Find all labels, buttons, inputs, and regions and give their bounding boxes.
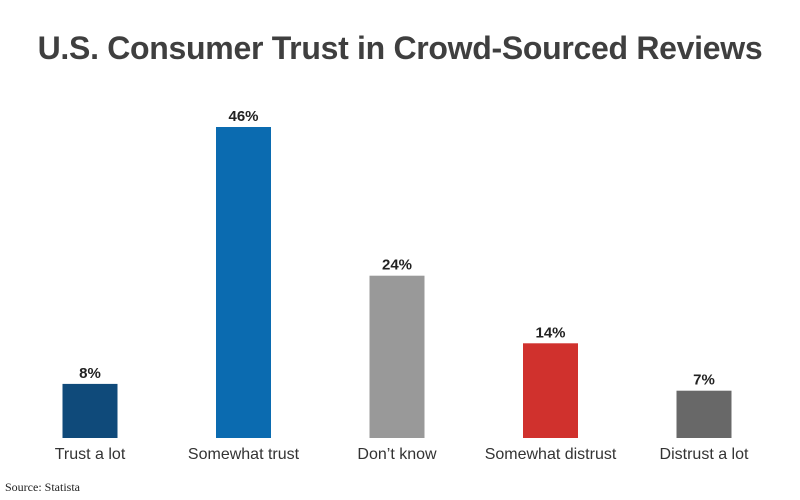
value-label-2: 24%: [382, 257, 412, 274]
bar-1: [216, 127, 271, 438]
category-label-2: Don’t know: [357, 446, 437, 463]
bar-chart: 8% Trust a lot 46% Somewhat trust 24% Don’t k…: [55, 108, 749, 463]
value-label-4: 7%: [693, 372, 715, 389]
chart-title: U.S. Consumer Trust in Crowd-Sourced Rev…: [37, 30, 763, 66]
bar-2: [369, 275, 425, 438]
bar-0: [62, 383, 118, 438]
category-label-1: Somewhat trust: [188, 446, 300, 463]
value-label-3: 14%: [535, 324, 565, 341]
category-label-4: Distrust a lot: [660, 446, 749, 463]
category-label-3: Somewhat distrust: [485, 446, 617, 463]
category-label-0: Trust a lot: [55, 446, 126, 463]
bar-4: [676, 390, 732, 438]
source-note: Source: Statista: [5, 480, 80, 494]
value-label-1: 46%: [228, 108, 258, 125]
bar-3: [523, 343, 578, 438]
value-label-0: 8%: [79, 365, 101, 382]
